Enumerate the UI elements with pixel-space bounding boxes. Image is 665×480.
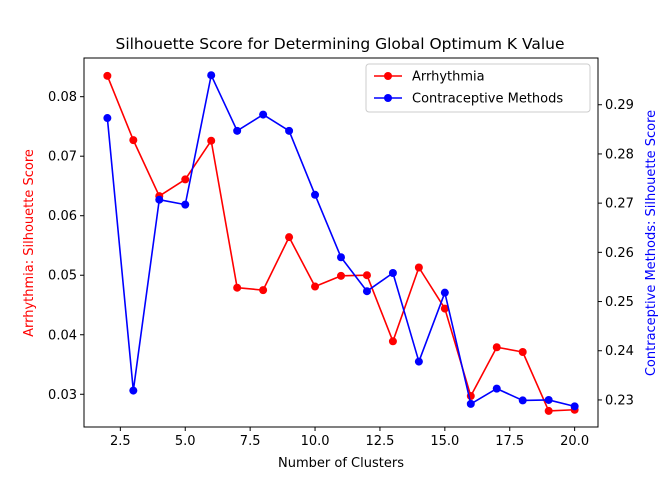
y-right-tick-label: 0.24 xyxy=(605,344,634,359)
y-axis-right-title: Contraceptive Methods: Silhouette Score xyxy=(644,110,659,376)
y-right-tick-label: 0.27 xyxy=(605,197,634,212)
data-point-arrhythmia xyxy=(440,304,449,313)
data-point-contraceptive-methods xyxy=(207,71,216,80)
data-point-contraceptive-methods xyxy=(440,288,449,297)
chart-title: Silhouette Score for Determining Global … xyxy=(115,35,564,53)
data-point-contraceptive-methods xyxy=(544,395,553,404)
plot-frame xyxy=(83,57,599,428)
data-point-contraceptive-methods xyxy=(285,126,294,135)
y-right-tick-label: 0.26 xyxy=(605,246,634,261)
y-right-tick-label: 0.29 xyxy=(605,98,634,113)
x-tick-label: 20.0 xyxy=(560,434,589,449)
x-tick-label: 7.5 xyxy=(240,434,261,449)
x-tick-label: 17.5 xyxy=(495,434,524,449)
data-point-contraceptive-methods xyxy=(311,190,320,199)
legend-swatch-marker xyxy=(384,94,392,102)
y-left-tick-label: 0.04 xyxy=(48,328,77,343)
data-point-contraceptive-methods xyxy=(259,110,268,119)
data-point-contraceptive-methods xyxy=(337,253,345,262)
data-point-arrhythmia xyxy=(337,271,345,280)
data-point-arrhythmia xyxy=(129,136,138,145)
data-point-contraceptive-methods xyxy=(466,399,475,408)
data-point-arrhythmia xyxy=(207,136,216,145)
y-left-tick-label: 0.05 xyxy=(48,269,77,284)
data-point-contraceptive-methods xyxy=(155,195,164,204)
legend-box xyxy=(365,63,591,113)
data-point-arrhythmia xyxy=(544,406,553,415)
series-line-arrhythmia xyxy=(106,75,575,412)
data-point-arrhythmia xyxy=(285,233,294,242)
data-point-contraceptive-methods xyxy=(103,114,112,123)
data-point-arrhythmia xyxy=(388,337,397,346)
y-right-tick-label: 0.25 xyxy=(605,295,634,310)
x-tick-label: 2.5 xyxy=(110,434,131,449)
legend-label: Contraceptive Methods xyxy=(412,92,563,107)
legend-swatch-marker xyxy=(384,72,392,80)
data-point-contraceptive-methods xyxy=(492,384,501,393)
x-tick-label: 12.5 xyxy=(365,434,394,449)
x-tick-label: 15.0 xyxy=(430,434,459,449)
data-point-arrhythmia xyxy=(181,175,190,184)
y-left-tick-label: 0.07 xyxy=(48,150,77,165)
data-point-arrhythmia xyxy=(103,71,112,80)
data-point-arrhythmia xyxy=(259,286,268,295)
data-point-arrhythmia xyxy=(492,343,501,352)
y-left-tick-label: 0.08 xyxy=(48,90,77,105)
data-point-contraceptive-methods xyxy=(388,269,397,278)
y-right-tick-label: 0.28 xyxy=(605,147,634,162)
y-left-tick-label: 0.03 xyxy=(48,388,77,403)
legend: Arrhythmia Contraceptive Methods xyxy=(365,63,591,113)
y-axis-left-title: Arrhythmia: Silhouette Score xyxy=(22,149,37,337)
data-point-contraceptive-methods xyxy=(129,386,138,395)
y-left-tick-label: 0.06 xyxy=(48,209,77,224)
y-right-tick-label: 0.23 xyxy=(605,393,634,408)
plot-area: 2.5 5.0 7.5 10.0 12.5 15.0 17.5 20.0 0.03 0.04 0.0… xyxy=(48,57,634,449)
x-tick-label: 5.0 xyxy=(175,434,196,449)
data-point-arrhythmia xyxy=(362,271,371,280)
data-point-contraceptive-methods xyxy=(414,357,423,366)
data-point-arrhythmia xyxy=(414,263,423,272)
data-point-arrhythmia xyxy=(233,283,242,292)
data-point-contraceptive-methods xyxy=(570,402,579,411)
data-point-arrhythmia xyxy=(311,282,320,291)
series-line-contraceptive-methods xyxy=(106,74,575,408)
data-point-contraceptive-methods xyxy=(362,287,371,296)
x-tick-label: 10.0 xyxy=(301,434,330,449)
x-axis-title: Number of Clusters xyxy=(278,456,404,471)
data-point-contraceptive-methods xyxy=(518,396,527,405)
legend-label: Arrhythmia xyxy=(412,70,485,85)
data-point-arrhythmia xyxy=(518,348,527,357)
data-point-contraceptive-methods xyxy=(181,200,190,209)
data-point-contraceptive-methods xyxy=(233,126,242,135)
